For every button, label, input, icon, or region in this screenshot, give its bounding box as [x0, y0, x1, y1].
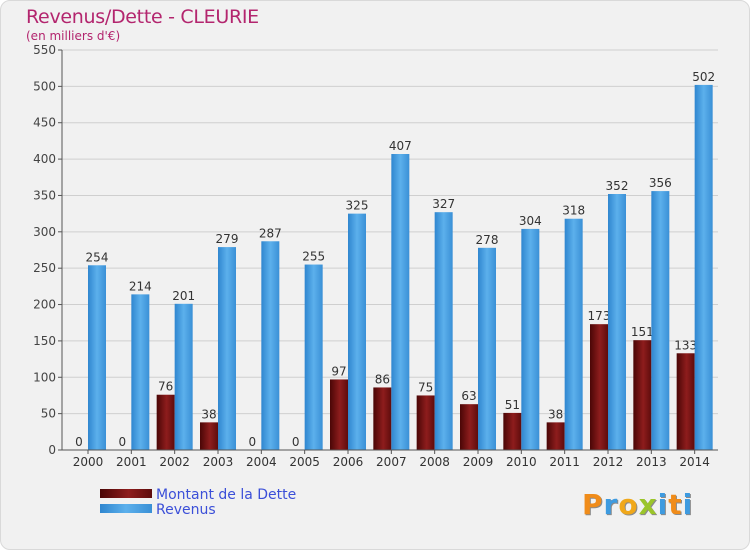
- revenue-value-label: 255: [302, 250, 325, 264]
- logo-letter: i: [682, 488, 694, 521]
- revenue-value-label: 279: [216, 232, 239, 246]
- debt-bar: [156, 394, 175, 450]
- debt-bar: [200, 422, 218, 450]
- debt-value-label: 0: [119, 435, 127, 449]
- revenue-value-label: 327: [432, 197, 455, 211]
- revenue-value-label: 304: [519, 214, 542, 228]
- revenue-value-label: 201: [172, 289, 195, 303]
- debt-bar: [546, 422, 565, 450]
- legend-label-debt: Montant de la Dette: [156, 487, 296, 503]
- debt-value-label: 51: [505, 398, 520, 412]
- x-tick-label: 2009: [463, 455, 494, 469]
- revenue-value-label: 318: [562, 204, 585, 218]
- debt-value-label: 173: [588, 309, 611, 323]
- revenue-bar: [131, 294, 150, 450]
- revenue-bar: [651, 191, 670, 450]
- revenue-bar: [391, 154, 410, 450]
- x-tick-label: 2014: [679, 455, 710, 469]
- x-tick-label: 2013: [636, 455, 667, 469]
- x-tick-label: 2001: [116, 455, 147, 469]
- y-tick-label: 200: [33, 298, 56, 312]
- revenue-bar: [608, 194, 626, 450]
- x-tick-label: 2003: [203, 455, 234, 469]
- y-tick-label: 400: [33, 152, 56, 166]
- debt-value-label: 151: [631, 325, 654, 339]
- chart-title: Revenus/Dette - CLEURIE: [26, 6, 259, 28]
- revenue-bar: [304, 264, 323, 450]
- y-tick-label: 50: [41, 407, 56, 421]
- revenue-value-label: 287: [259, 226, 282, 240]
- y-tick-label: 450: [33, 116, 56, 130]
- debt-value-label: 0: [292, 435, 300, 449]
- y-tick-label: 250: [33, 261, 56, 275]
- revenue-value-label: 278: [476, 233, 499, 247]
- debt-value-label: 97: [331, 364, 346, 378]
- logo-letter: i: [657, 488, 669, 521]
- debt-value-label: 38: [548, 407, 563, 421]
- debt-value-label: 86: [375, 372, 390, 386]
- debt-value-label: 63: [461, 389, 476, 403]
- legend-label-revenue: Revenus: [156, 502, 216, 518]
- debt-bar: [330, 379, 348, 450]
- debt-value-label: 0: [249, 435, 257, 449]
- revenue-bar: [218, 247, 236, 450]
- revenue-bar: [348, 213, 366, 450]
- logo-letter: t: [668, 488, 683, 521]
- logo-letter: r: [603, 488, 619, 521]
- revenue-bar: [694, 84, 713, 450]
- x-tick-label: 2000: [73, 455, 104, 469]
- x-tick-label: 2006: [333, 455, 364, 469]
- proxiti-logo: Proxiti: [582, 488, 693, 521]
- x-tick-label: 2010: [506, 455, 537, 469]
- debt-value-label: 76: [158, 380, 173, 394]
- y-tick-label: 550: [33, 43, 56, 57]
- debt-bar: [590, 324, 608, 450]
- revenue-value-label: 214: [129, 279, 152, 293]
- x-tick-label: 2007: [376, 455, 407, 469]
- logo-letter: o: [618, 488, 639, 521]
- chart-subtitle: (en milliers d'€): [26, 29, 121, 43]
- revenue-value-label: 502: [692, 70, 715, 84]
- y-tick-label: 150: [33, 334, 56, 348]
- revenue-value-label: 352: [606, 179, 629, 193]
- x-tick-label: 2002: [159, 455, 190, 469]
- y-tick-label: 100: [33, 370, 56, 384]
- revenue-value-label: 254: [86, 250, 109, 264]
- revenue-bar: [88, 265, 106, 450]
- revenue-bar: [564, 218, 583, 450]
- y-tick-label: 500: [33, 79, 56, 93]
- y-tick-label: 300: [33, 225, 56, 239]
- revenue-value-label: 407: [389, 139, 412, 153]
- y-tick-label: 0: [48, 443, 56, 457]
- x-tick-label: 2011: [549, 455, 580, 469]
- logo-letter: P: [582, 488, 604, 521]
- debt-value-label: 75: [418, 380, 433, 394]
- debt-value-label: 133: [674, 338, 697, 352]
- debt-bar: [676, 353, 695, 450]
- revenue-bar: [521, 228, 540, 450]
- debt-bar: [503, 412, 522, 450]
- debt-value-label: 0: [75, 435, 83, 449]
- debt-bar: [416, 395, 435, 450]
- x-tick-label: 2012: [593, 455, 624, 469]
- debt-bar: [373, 387, 392, 450]
- debt-value-label: 38: [201, 407, 216, 421]
- revenue-value-label: 325: [346, 199, 369, 213]
- revenue-bar: [434, 212, 453, 450]
- logo-letter: x: [638, 488, 658, 521]
- revenue-bar: [478, 247, 496, 450]
- debt-bar: [460, 404, 478, 450]
- y-tick-label: 350: [33, 188, 56, 202]
- x-tick-label: 2008: [419, 455, 450, 469]
- legend-swatch-revenue: [100, 504, 152, 513]
- debt-bar: [633, 340, 652, 450]
- revenue-bar: [174, 303, 193, 450]
- x-tick-label: 2004: [246, 455, 277, 469]
- x-tick-label: 2005: [289, 455, 320, 469]
- revenue-value-label: 356: [649, 176, 672, 190]
- legend-swatch-debt: [100, 489, 152, 498]
- revenue-bar: [261, 241, 280, 450]
